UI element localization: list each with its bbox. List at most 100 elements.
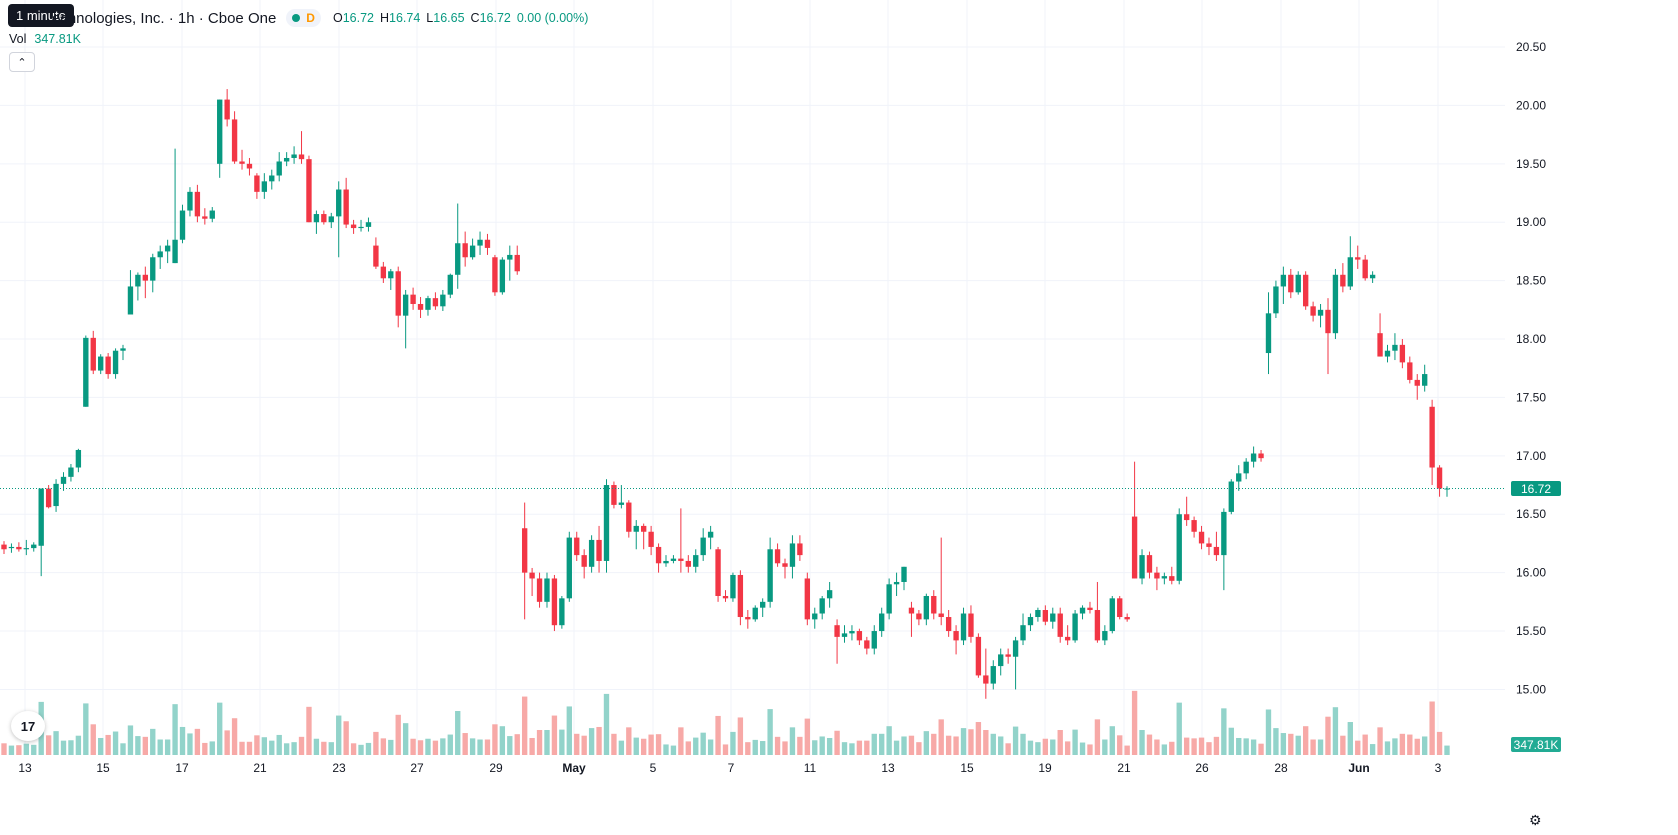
volume-bar bbox=[566, 706, 572, 755]
candle-body bbox=[1332, 274, 1339, 334]
candle-body bbox=[1422, 374, 1428, 386]
candle-body bbox=[1012, 640, 1019, 657]
volume-bar bbox=[521, 696, 528, 755]
volume-bar bbox=[68, 740, 74, 755]
settings-button[interactable]: ⚙ bbox=[1529, 812, 1542, 829]
candle-body bbox=[678, 558, 684, 561]
price-tick-label: 17.00 bbox=[1516, 449, 1546, 463]
volume-bar bbox=[968, 729, 974, 755]
candle-body bbox=[90, 337, 96, 371]
candle-body bbox=[1340, 274, 1346, 287]
candle-body bbox=[157, 251, 163, 258]
candle-body bbox=[804, 578, 810, 620]
candle-body bbox=[1139, 555, 1145, 579]
volume-bar bbox=[298, 736, 305, 755]
candle-body bbox=[641, 525, 647, 532]
volume-bar bbox=[655, 734, 662, 755]
candle-body bbox=[841, 633, 848, 637]
volume-bar bbox=[1213, 736, 1220, 755]
candle-body bbox=[834, 625, 840, 637]
tradingview-logo[interactable]: 17 bbox=[11, 711, 45, 741]
candle-body bbox=[23, 548, 29, 550]
candle-body bbox=[98, 356, 104, 371]
candle-body bbox=[172, 239, 178, 264]
candle-body bbox=[507, 254, 513, 260]
time-tick-label: 23 bbox=[332, 761, 346, 775]
volume-bar bbox=[373, 731, 379, 755]
symbol-legend: echnologies, Inc. · 1h · Cboe One D O16.… bbox=[52, 8, 588, 28]
candle-body bbox=[730, 574, 736, 599]
volume-bar bbox=[1161, 744, 1168, 755]
candle-body bbox=[774, 549, 781, 564]
candle-body bbox=[231, 119, 238, 162]
candle-body bbox=[611, 485, 617, 505]
volume-bar bbox=[1050, 739, 1056, 755]
time-tick-label: 21 bbox=[1117, 761, 1131, 775]
candle-body bbox=[261, 181, 268, 192]
candle-body bbox=[1399, 344, 1406, 363]
chevron-up-icon: ⌃ bbox=[17, 56, 27, 69]
volume-label: Vol bbox=[9, 32, 27, 46]
candle-body bbox=[1265, 313, 1272, 354]
candle-body bbox=[663, 560, 669, 564]
volume-bar bbox=[1384, 741, 1391, 755]
volume-bar bbox=[246, 741, 253, 755]
volume-bar bbox=[849, 743, 855, 755]
volume-bar bbox=[588, 728, 595, 755]
symbol-title[interactable]: echnologies, Inc. · 1h · Cboe One bbox=[52, 9, 277, 27]
market-status[interactable]: D bbox=[286, 9, 321, 27]
volume-bar bbox=[819, 736, 825, 755]
volume-bar bbox=[358, 744, 364, 755]
volume-bar bbox=[202, 742, 208, 755]
volume-bar bbox=[1369, 744, 1376, 755]
volume-bar bbox=[1109, 726, 1115, 755]
candle-body bbox=[469, 245, 476, 258]
candle-body bbox=[1109, 598, 1115, 632]
candle-body bbox=[1243, 461, 1249, 474]
candle-body bbox=[179, 210, 186, 240]
volume-bar bbox=[1392, 738, 1398, 755]
volume-bar bbox=[1005, 743, 1011, 755]
candle-body bbox=[1131, 516, 1138, 579]
candle-body bbox=[812, 613, 818, 620]
volume-bar bbox=[633, 737, 639, 755]
candle-body bbox=[1429, 406, 1435, 468]
volume-bar bbox=[715, 715, 721, 755]
candle-body bbox=[16, 546, 22, 550]
time-tick-label: 13 bbox=[881, 761, 895, 775]
candle-body bbox=[1027, 617, 1034, 626]
volume-bar bbox=[462, 733, 468, 755]
volume-bar bbox=[402, 723, 409, 755]
volume-bar bbox=[135, 736, 141, 755]
volume-bar bbox=[83, 703, 89, 755]
candle-body bbox=[484, 239, 491, 248]
candle-body bbox=[1057, 613, 1063, 637]
volume-bar bbox=[1146, 734, 1153, 755]
volume-bar bbox=[343, 721, 349, 755]
volume-bar bbox=[291, 742, 297, 755]
candle-body bbox=[373, 245, 379, 267]
volume-bar bbox=[194, 728, 201, 755]
volume-bar bbox=[1317, 739, 1324, 755]
volume-bar bbox=[678, 727, 684, 755]
candle-body bbox=[1317, 309, 1324, 316]
candle-body bbox=[135, 274, 141, 287]
volume-bar bbox=[1176, 702, 1182, 755]
candle-body bbox=[588, 539, 595, 567]
volume-bar bbox=[864, 740, 870, 755]
collapse-legend-button[interactable]: ⌃ bbox=[9, 52, 35, 72]
volume-bar bbox=[380, 738, 387, 755]
volume-bar bbox=[1102, 739, 1108, 755]
volume-bar bbox=[447, 734, 453, 755]
candle-body bbox=[112, 350, 119, 375]
candle-body bbox=[1035, 610, 1041, 618]
gear-icon: ⚙ bbox=[1529, 812, 1542, 828]
candle-body bbox=[1094, 610, 1101, 641]
volume-bar bbox=[774, 736, 781, 755]
volume-bar bbox=[1035, 742, 1041, 755]
candle-body bbox=[239, 161, 245, 164]
volume-bar bbox=[841, 742, 848, 755]
change-value: 0.00 (0.00%) bbox=[516, 11, 589, 25]
price-tick-label: 19.00 bbox=[1516, 215, 1546, 229]
